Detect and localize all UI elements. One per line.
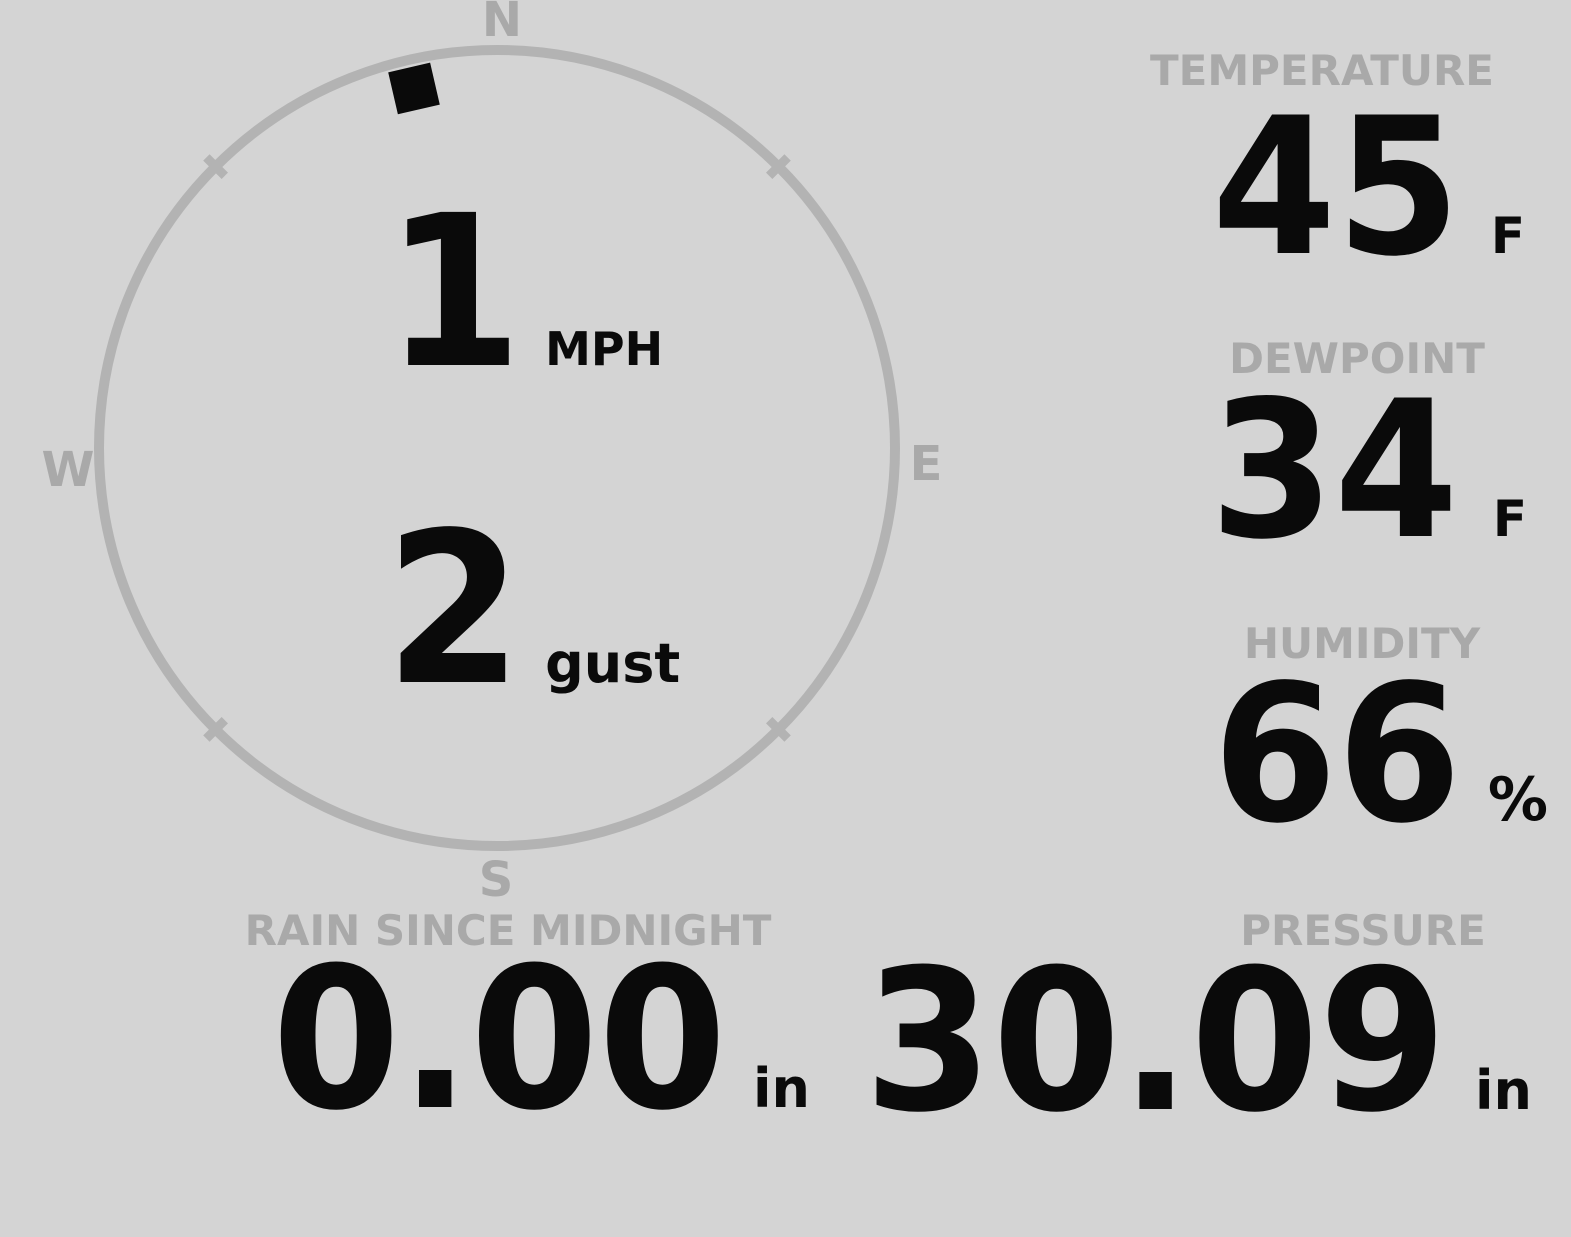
dewpoint-value: 34	[1210, 360, 1459, 581]
tick-southwest	[203, 717, 228, 742]
rain-since-midnight-label: RAIN SINCE MIDNIGHT	[244, 906, 772, 955]
humidity-reading: 66 %	[1197, 660, 1548, 850]
tick-northwest	[203, 154, 228, 179]
dewpoint-reading: 34 F	[1194, 376, 1527, 566]
wind-speed-unit: MPH	[545, 322, 664, 376]
tick-northeast	[766, 154, 791, 179]
pressure-reading: 30.09 in	[827, 944, 1532, 1140]
wind-speed-reading: 1 MPH	[385, 188, 663, 398]
pressure-unit: in	[1475, 1059, 1532, 1122]
wind-gust-reading: 2 gust	[385, 505, 680, 715]
humidity-value: 66	[1213, 644, 1462, 865]
temperature-unit: F	[1490, 207, 1525, 265]
compass-ring	[94, 45, 900, 851]
humidity-unit: %	[1487, 765, 1548, 835]
humidity-label: HUMIDITY	[1243, 619, 1481, 668]
rain-since-midnight-reading: 0.00 in	[243, 942, 810, 1138]
wind-gust-unit: gust	[545, 632, 681, 695]
rain-unit: in	[753, 1057, 810, 1120]
temperature-value: 45	[1212, 77, 1461, 298]
pressure-label: PRESSURE	[1240, 906, 1486, 955]
compass-label-west: W	[41, 442, 95, 498]
compass-label-south: S	[478, 852, 514, 908]
compass-label-north: N	[481, 0, 523, 48]
wind-speed-value: 1	[385, 170, 523, 415]
dewpoint-label: DEWPOINT	[1229, 334, 1485, 383]
pressure-value: 30.09	[864, 928, 1448, 1156]
tick-southeast	[766, 717, 791, 742]
compass-intercardinal-ticks	[203, 154, 791, 742]
compass-label-east: E	[909, 436, 943, 492]
dewpoint-unit: F	[1492, 490, 1527, 548]
temperature-label: TEMPERATURE	[1150, 46, 1494, 95]
temperature-reading: 45 F	[1196, 93, 1525, 283]
wind-direction-marker	[388, 62, 440, 115]
wind-gust-value: 2	[385, 487, 523, 732]
rain-value: 0.00	[272, 926, 728, 1154]
